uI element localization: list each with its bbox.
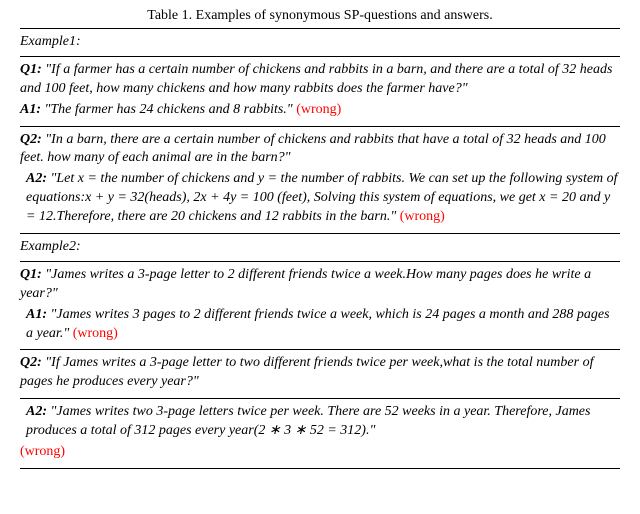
- example1-label: Example1:: [20, 34, 81, 49]
- a2-text: "James writes two 3-page letters twice p…: [26, 404, 590, 438]
- a1-label: A1:: [26, 307, 47, 322]
- example2-q2: Q2: "If James writes a 3-page letter to …: [20, 350, 620, 399]
- q2-label: Q2:: [20, 355, 42, 370]
- a1-label: A1:: [20, 102, 41, 117]
- wrong-tag: (wrong): [296, 102, 341, 117]
- example1-q2a2: Q2: "In a barn, there are a certain numb…: [20, 127, 620, 234]
- a2-text: "Let x = the number of chickens and y = …: [26, 171, 618, 224]
- q2-text: "In a barn, there are a certain number o…: [20, 132, 606, 166]
- example1-q1a1: Q1: "If a farmer has a certain number of…: [20, 57, 620, 127]
- q1-text: "If a farmer has a certain number of chi…: [20, 62, 612, 96]
- q2-text: "If James writes a 3-page letter to two …: [20, 355, 593, 389]
- example2-label-row: Example2:: [20, 234, 620, 262]
- example2-q1a1: Q1: "James writes a 3-page letter to 2 d…: [20, 262, 620, 351]
- examples-table: Example1: Q1: "If a farmer has a certain…: [20, 28, 620, 469]
- a1-text: "The farmer has 24 chickens and 8 rabbit…: [45, 102, 293, 117]
- q1-label: Q1:: [20, 62, 42, 77]
- q2-label: Q2:: [20, 132, 42, 147]
- q1-text: "James writes a 3-page letter to 2 diffe…: [20, 267, 591, 301]
- example2-a2: A2: "James writes two 3-page letters twi…: [20, 399, 620, 468]
- table-caption: Table 1. Examples of synonymous SP-quest…: [20, 8, 620, 24]
- wrong-tag: (wrong): [400, 209, 445, 224]
- wrong-tag: (wrong): [73, 326, 118, 341]
- example2-label: Example2:: [20, 239, 81, 254]
- q1-label: Q1:: [20, 267, 42, 282]
- a2-label: A2:: [26, 171, 47, 186]
- example1-label-row: Example1:: [20, 29, 620, 57]
- wrong-tag: (wrong): [20, 444, 65, 459]
- a2-label: A2:: [26, 404, 47, 419]
